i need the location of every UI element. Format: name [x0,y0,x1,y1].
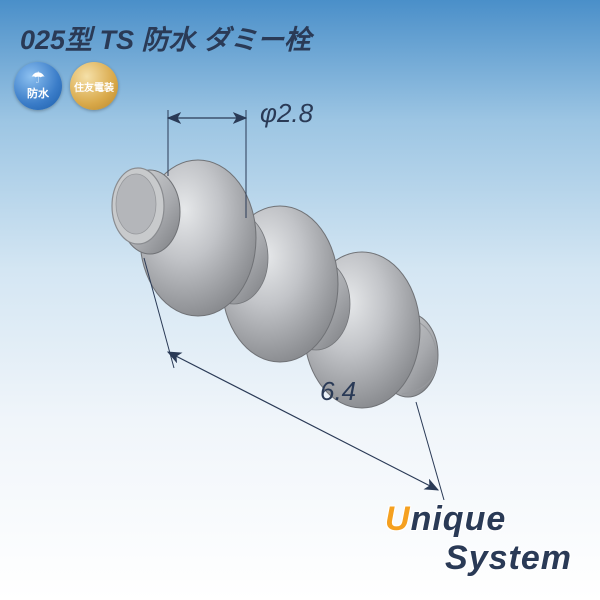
waterproof-badge: ☂ 防水 [14,62,62,110]
logo-accent: U [385,500,411,538]
diagram-svg: φ2.8 6.4 [60,80,540,500]
product-card: 025型 TS 防水 ダミー栓 ☂ 防水 住友電装 [0,0,600,600]
diameter-label: φ2.8 [260,98,314,128]
logo-text-2: System [445,539,572,577]
technical-diagram: φ2.8 6.4 [60,80,540,500]
length-label: 6.4 [320,376,356,406]
brand-logo: Unique System [385,500,572,578]
logo-text-1: nique [411,500,507,538]
product-title: 025型 TS 防水 ダミー栓 [20,18,311,57]
plug-body [112,160,438,408]
waterproof-label: 防水 [27,85,49,101]
